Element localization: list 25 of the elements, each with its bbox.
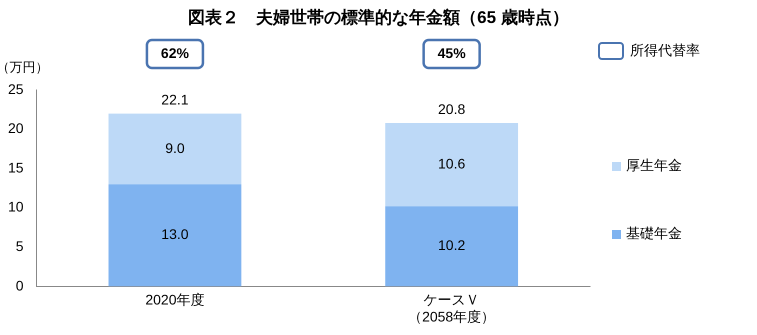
bar — [385, 206, 518, 286]
chart-title: 図表２ 夫婦世帯の標準的な年金額（65 歳時点） — [187, 7, 570, 29]
y-tick-label: 10 — [8, 198, 24, 215]
data-label: 9.0 — [165, 140, 185, 156]
bar — [108, 184, 242, 286]
data-label: 10.6 — [438, 155, 466, 172]
total-label: 20.8 — [438, 100, 466, 117]
y-tick-label: 20 — [8, 120, 24, 136]
data-label: 10.2 — [438, 237, 466, 254]
y-tick-label: 5 — [16, 238, 24, 254]
y-tick-label: 25 — [8, 80, 24, 97]
data-label: 13.0 — [161, 226, 189, 242]
text: 所得代替率 — [630, 42, 700, 60]
x-tick-label: ケースＶ（2058年度） — [408, 292, 496, 324]
y-tick-label: 15 — [8, 159, 24, 176]
text: 45% — [438, 44, 466, 61]
text: 62% — [160, 44, 190, 61]
bar — [385, 122, 518, 206]
legend-label: 基礎年金 — [626, 225, 682, 243]
y-axis-title: （万円） — [0, 60, 49, 75]
y-tick-label: 0 — [16, 277, 24, 294]
total-label: 22.1 — [161, 91, 189, 108]
bar — [108, 114, 242, 184]
x-tick-label: 2020年度 — [145, 292, 205, 308]
legend-label: 厚生年金 — [626, 157, 682, 175]
